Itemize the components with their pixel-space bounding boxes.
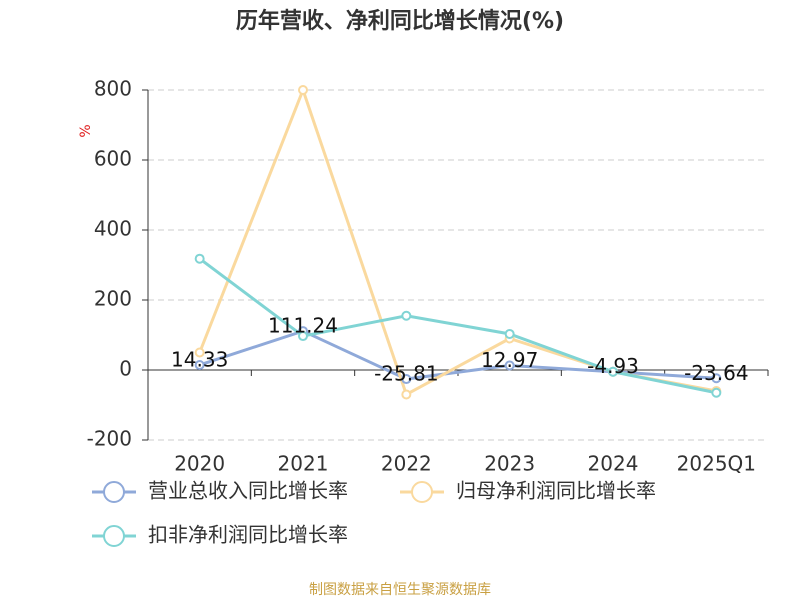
data-point	[298, 331, 308, 342]
data-point	[401, 389, 412, 400]
data-label: -4.93	[587, 354, 639, 378]
y-tick-label: 0	[119, 357, 132, 381]
source-note: 制图数据来自恒生聚源数据库	[309, 582, 491, 598]
data-point	[504, 360, 515, 371]
data-point	[298, 85, 308, 95]
x-tick-label: 2023	[484, 452, 535, 476]
series-line	[198, 257, 717, 395]
series-line	[199, 329, 717, 381]
data-point	[401, 310, 412, 321]
series-line	[198, 85, 717, 397]
data-point	[608, 366, 618, 377]
data-label: -23.64	[684, 361, 748, 385]
x-tick-label: 2025Q1	[677, 452, 756, 476]
chart-title: 历年营收、净利同比增长情况(%)	[236, 8, 564, 34]
data-point	[401, 374, 412, 385]
data-point	[711, 387, 722, 398]
legend-label: 营业总收入同比增长率	[148, 479, 348, 503]
data-point	[194, 359, 205, 370]
y-tick-label: 600	[94, 147, 132, 171]
y-tick-label: 400	[94, 217, 132, 241]
legend-marker	[103, 481, 125, 503]
legend-label: 扣非净利润同比增长率	[148, 523, 348, 547]
x-tick-label: 2021	[278, 452, 329, 476]
data-label: 111.24	[268, 314, 338, 338]
y-tick-label: -200	[87, 427, 132, 451]
y-tick-label: 200	[94, 287, 132, 311]
data-label: -25.81	[374, 362, 438, 386]
legend-marker	[103, 525, 125, 547]
x-tick-label: 2020	[174, 452, 225, 476]
y-axis-label: %	[78, 124, 94, 137]
x-tick-label: 2024	[588, 452, 639, 476]
data-point	[194, 347, 205, 358]
data-point	[711, 373, 722, 384]
data-label: 12.97	[481, 348, 538, 372]
legend-marker	[411, 481, 433, 503]
data-label: 14.33	[171, 347, 228, 371]
legend-label: 归母净利润同比增长率	[456, 479, 656, 503]
data-point	[504, 328, 515, 339]
data-point	[194, 253, 205, 264]
y-tick-label: 800	[94, 77, 132, 101]
x-tick-label: 2022	[381, 452, 432, 476]
